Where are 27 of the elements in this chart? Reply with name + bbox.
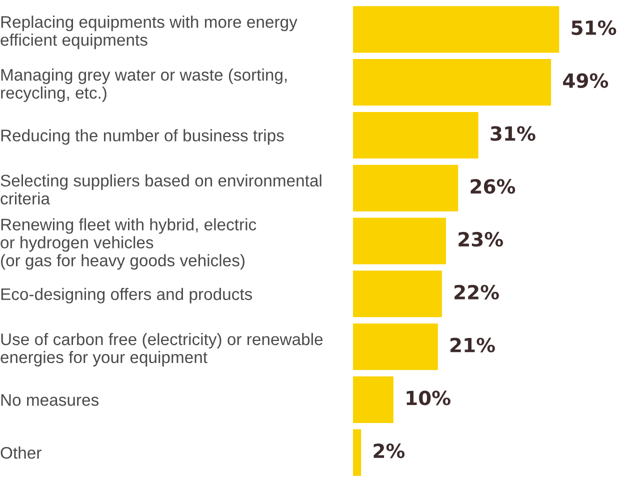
data-label: 26%: [470, 179, 516, 194]
bar: [353, 164, 458, 212]
y-tick-label: Reducing the number of business trips: [1, 129, 284, 145]
bar: [353, 270, 442, 318]
y-tick-label: Replacing equipments with more energy efficient equipments: [0, 16, 298, 50]
data-label: 22%: [454, 284, 499, 300]
data-label: 10%: [406, 390, 450, 406]
data-label: 51%: [572, 20, 616, 36]
bar: [353, 376, 394, 423]
bar: [353, 6, 560, 53]
bar: [353, 218, 446, 264]
bar: [353, 112, 478, 158]
bar: [353, 59, 552, 106]
y-tick-label: Managing grey water or waste (sorting, recycling, etc.): [1, 68, 287, 102]
y-tick-label: No measures: [1, 394, 99, 406]
data-label: 31%: [490, 126, 536, 141]
data-label: 2%: [374, 443, 405, 458]
y-tick-label: Eco-designing offers and products: [1, 288, 252, 304]
data-label: 23%: [458, 232, 504, 247]
bar: [353, 429, 362, 476]
y-tick-label: Selecting suppliers based on environmental criteria: [0, 174, 322, 204]
y-tick-label: Renewing fleet with hybrid, electric or hydrogen vehicles (or gas for heavy goods vehicles): [0, 218, 256, 270]
data-label: 21%: [450, 338, 495, 352]
y-tick-label: Use of carbon free (electricity) or renewable energies for your equipment: [0, 332, 323, 366]
y-tick-label: Other: [0, 446, 42, 459]
data-label: 49%: [563, 73, 608, 88]
bar: [353, 324, 438, 370]
